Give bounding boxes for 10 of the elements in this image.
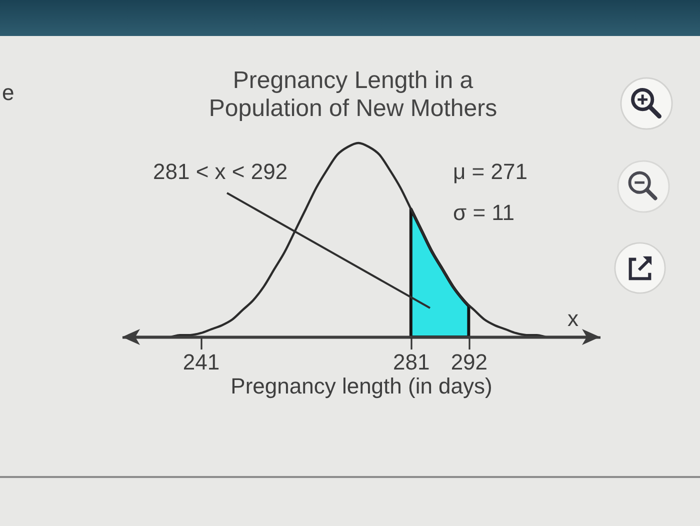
x-tick-label: 292 (450, 350, 488, 374)
x-tick-label: 241 (182, 350, 220, 374)
x-tick-label: 281 (393, 350, 430, 374)
annotation: x (568, 306, 578, 331)
text: e (2, 80, 14, 106)
annotation: 281 < x < 292 (153, 159, 288, 184)
chart-title: Pregnancy Length in a Population of New Mothers (208, 66, 498, 122)
annotation: σ = 11 (453, 200, 514, 225)
annotation: μ = 271 (453, 159, 528, 184)
x-axis-title: Pregnancy length (in days) (230, 374, 492, 398)
